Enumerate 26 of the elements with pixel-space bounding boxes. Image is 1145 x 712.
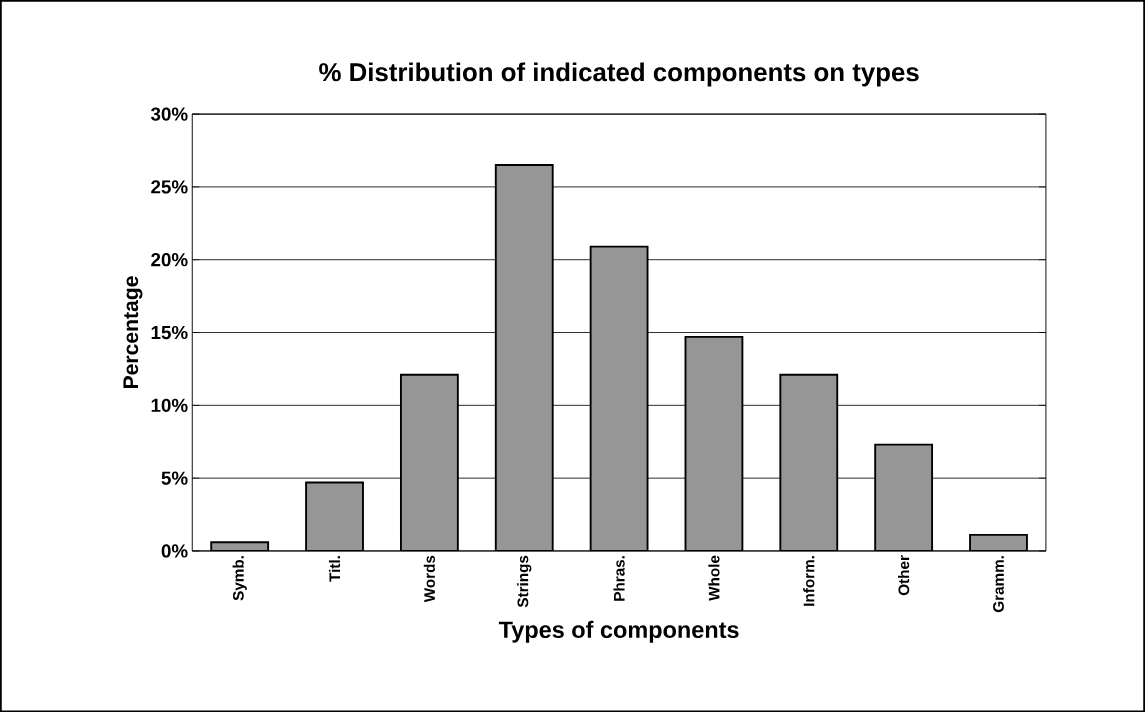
y-tick-label: 0%: [161, 544, 188, 558]
x-tick-label: Symb.: [232, 556, 247, 601]
chart-title: % Distribution of indicated components on types: [319, 62, 919, 87]
x-tick-label: Other: [898, 555, 910, 596]
y-tick-label: 20%: [151, 253, 188, 267]
bar: [875, 444, 933, 551]
y-tick-label: 10%: [151, 398, 188, 412]
y-tick-label: 30%: [150, 107, 188, 121]
x-tick-label: Strings: [517, 555, 532, 608]
y-axis-title: Percentage: [123, 276, 143, 388]
x-tick-label: Whole: [708, 555, 720, 601]
y-tick-label: 25%: [151, 180, 188, 194]
x-tick-label: Inform.: [803, 556, 815, 606]
bar: [685, 336, 743, 551]
bar: [495, 165, 553, 551]
bar: [400, 374, 458, 551]
x-axis-title: Types of components: [498, 620, 739, 643]
x-tick-label: Gramm.: [993, 556, 1004, 613]
x-tick-label: Words: [423, 555, 435, 603]
y-tick-label: 5%: [161, 471, 188, 485]
bar: [306, 482, 363, 551]
x-tick-label: Phras.: [613, 556, 625, 601]
x-tick-label: Titl.: [328, 556, 341, 582]
bar: [780, 374, 838, 551]
y-tick-label: 15%: [151, 325, 188, 340]
bar: [590, 246, 648, 551]
